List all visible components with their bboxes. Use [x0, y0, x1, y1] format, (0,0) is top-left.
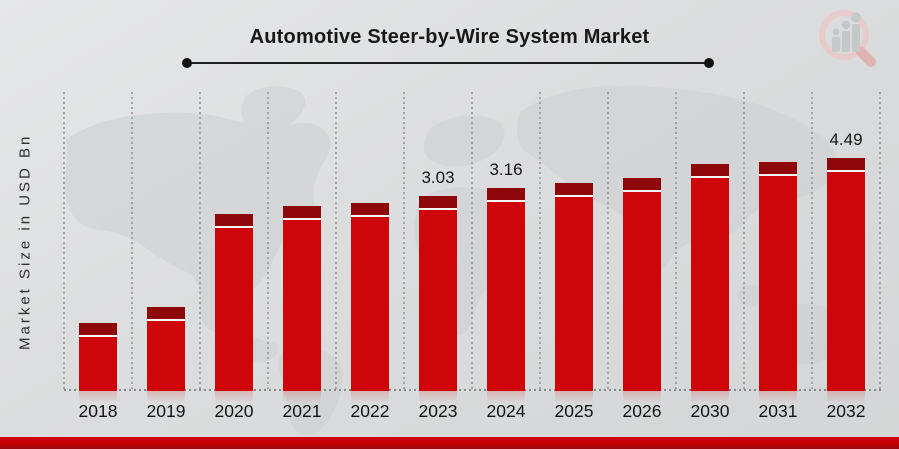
title-underline-rule — [182, 58, 714, 68]
x-tick-2032: 2032 — [826, 401, 866, 421]
bar-cap — [691, 164, 729, 176]
bar-body — [555, 197, 593, 391]
bar-cap — [827, 158, 865, 170]
footer-accent-bar — [0, 437, 899, 449]
bar-2023 — [419, 196, 457, 391]
x-tick-2018: 2018 — [78, 401, 118, 421]
vertical-gridline — [607, 92, 609, 391]
magnifier-handle — [856, 47, 876, 67]
bar-body — [283, 220, 321, 391]
bar-body — [691, 178, 729, 391]
bar-2021 — [283, 206, 321, 391]
bar-cap — [555, 183, 593, 195]
vertical-gridline — [471, 92, 473, 391]
magnifier-ring — [819, 10, 869, 60]
bar-body — [79, 337, 117, 391]
bar-2018 — [79, 323, 117, 391]
bar-reflection — [827, 391, 865, 403]
bar-cap-divider — [691, 176, 729, 178]
bar-2031 — [759, 162, 797, 391]
vertical-gridline — [743, 92, 745, 391]
bar-reflection — [79, 391, 117, 403]
y-axis-label: Market Size in USD Bn — [16, 133, 34, 351]
bar-cap — [759, 162, 797, 174]
bar-body — [487, 202, 525, 391]
x-tick-2023: 2023 — [418, 401, 458, 421]
chart-title: Automotive Steer-by-Wire System Market — [249, 26, 650, 48]
bar-cap-divider — [79, 335, 117, 337]
bar-reflection — [283, 391, 321, 403]
vertical-gridline — [131, 92, 133, 391]
bar-cap — [419, 196, 457, 208]
bar-cap — [79, 323, 117, 335]
bar-reflection — [623, 391, 661, 403]
x-tick-2022: 2022 — [350, 401, 390, 421]
magnifier-bar-chart-logo-icon — [819, 10, 876, 67]
bar-reflection — [215, 391, 253, 403]
x-tick-2020: 2020 — [214, 401, 254, 421]
bar-2022 — [351, 203, 389, 391]
bar-2026 — [623, 178, 661, 391]
bar-cap-divider — [147, 319, 185, 321]
vertical-gridline — [879, 92, 881, 391]
logo-bars — [832, 12, 861, 52]
data-label-2032: 4.49 — [829, 130, 863, 149]
vertical-gridline — [267, 92, 269, 391]
vertical-gridline — [199, 92, 201, 391]
bar-cap-divider — [623, 190, 661, 192]
vertical-gridline — [335, 92, 337, 391]
bar-body — [419, 210, 457, 391]
x-tick-2019: 2019 — [146, 401, 186, 421]
vertical-gridline — [675, 92, 677, 391]
bar-reflection — [487, 391, 525, 403]
bar-cap — [283, 206, 321, 218]
bar-cap-divider — [487, 200, 525, 202]
bar-cap — [215, 214, 253, 226]
bar-reflection — [691, 391, 729, 403]
bar-2030 — [691, 164, 729, 391]
bar-cap-divider — [555, 195, 593, 197]
bar-body — [215, 228, 253, 391]
x-tick-2024: 2024 — [486, 401, 526, 421]
x-tick-2026: 2026 — [622, 401, 662, 421]
x-tick-2030: 2030 — [690, 401, 730, 421]
bar-cap-divider — [215, 226, 253, 228]
bar-reflection — [555, 391, 593, 403]
bar-body — [147, 321, 185, 391]
bar-2020 — [215, 214, 253, 391]
x-tick-2021: 2021 — [282, 401, 322, 421]
bar-cap — [487, 188, 525, 200]
data-label-2023: 3.03 — [421, 168, 455, 187]
bar-2019 — [147, 307, 185, 391]
bar-cap-divider — [351, 215, 389, 217]
plot-area: 3.03 3.16 4.49 — [63, 92, 881, 403]
bar-cap-divider — [759, 174, 797, 176]
bar-cap — [147, 307, 185, 319]
vertical-gridline — [63, 92, 65, 391]
bar-cap — [623, 178, 661, 190]
bar-cap-divider — [827, 170, 865, 172]
bar-reflection — [419, 391, 457, 403]
bar-2025 — [555, 183, 593, 391]
bar-body — [623, 192, 661, 391]
bar-cap-divider — [419, 208, 457, 210]
bar-cap — [351, 203, 389, 215]
vertical-gridline — [403, 92, 405, 391]
bar-reflection — [351, 391, 389, 403]
bar-reflection — [759, 391, 797, 403]
bar-2032 — [827, 158, 865, 391]
vertical-gridline — [811, 92, 813, 391]
x-tick-2031: 2031 — [758, 401, 798, 421]
bar-2024 — [487, 188, 525, 391]
x-tick-2025: 2025 — [554, 401, 594, 421]
bar-body — [351, 217, 389, 391]
x-axis-labels: 2018 2019 2020 2021 2022 2023 2024 2025 2026 2030… — [64, 401, 881, 425]
bar-reflection — [147, 391, 185, 403]
bar-body — [759, 176, 797, 391]
bar-body — [827, 172, 865, 391]
vertical-gridline — [539, 92, 541, 391]
data-label-2024: 3.16 — [489, 160, 523, 179]
bar-cap-divider — [283, 218, 321, 220]
